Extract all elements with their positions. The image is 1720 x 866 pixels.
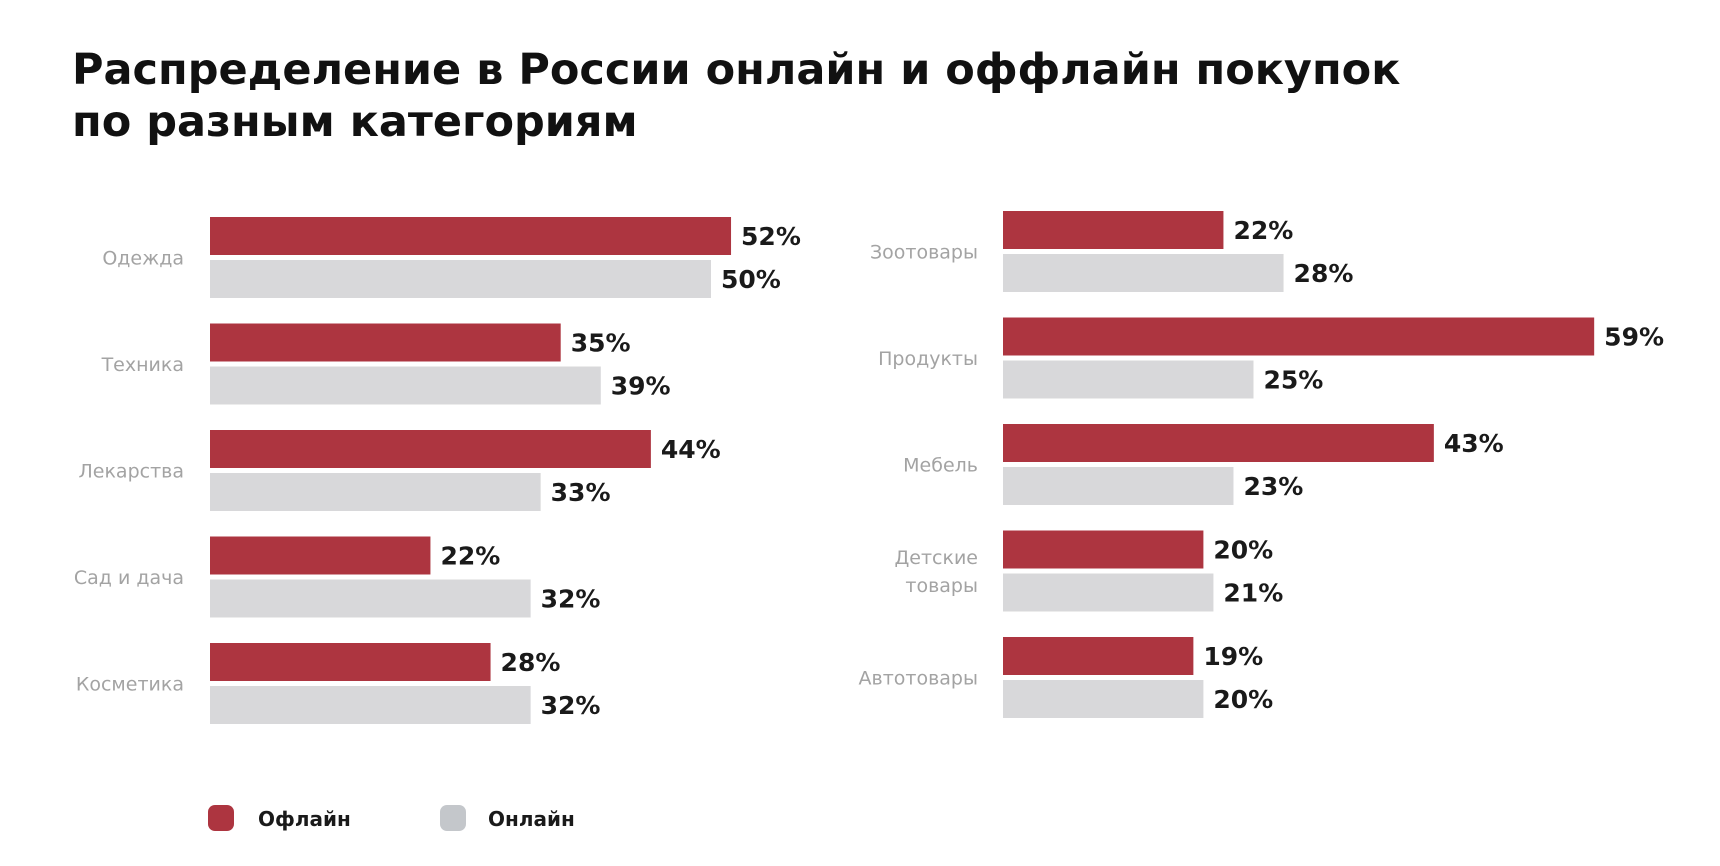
online-bar xyxy=(210,473,541,511)
category-label: Продукты xyxy=(878,348,978,370)
chart-title: Распределение в России онлайн и оффлайн … xyxy=(72,44,1572,148)
offline-bar xyxy=(1003,637,1194,675)
legend-swatch-online xyxy=(440,805,466,831)
offline-value-label: 35% xyxy=(571,329,631,358)
category-label: Зоотовары xyxy=(870,242,978,264)
online-bar xyxy=(210,579,531,618)
offline-bar xyxy=(1003,424,1434,462)
offline-value-label: 22% xyxy=(1233,216,1293,245)
legend-label-offline: Офлайн xyxy=(258,807,351,831)
category-label: Сад и дача xyxy=(74,567,184,589)
category-label: товары xyxy=(905,575,978,597)
online-value-label: 32% xyxy=(541,691,601,720)
legend-swatch-offline xyxy=(208,805,234,831)
offline-value-label: 28% xyxy=(501,648,561,677)
offline-value-label: 43% xyxy=(1444,429,1504,458)
offline-value-label: 59% xyxy=(1604,323,1664,352)
chart-title-line-2: по разным категориям xyxy=(72,97,638,147)
online-value-label: 39% xyxy=(611,372,671,401)
category-label: Детские xyxy=(894,547,978,569)
online-value-label: 28% xyxy=(1294,259,1354,288)
online-bar xyxy=(210,686,531,724)
online-bar xyxy=(1003,360,1254,399)
online-value-label: 20% xyxy=(1213,685,1273,714)
online-value-label: 32% xyxy=(541,585,601,614)
offline-bar xyxy=(210,643,491,681)
online-bar xyxy=(1003,680,1204,718)
offline-value-label: 20% xyxy=(1213,536,1273,565)
offline-value-label: 52% xyxy=(741,222,801,251)
online-bar xyxy=(1003,254,1284,292)
offline-value-label: 19% xyxy=(1203,642,1263,671)
offline-bar xyxy=(1003,317,1595,356)
online-value-label: 25% xyxy=(1264,366,1324,395)
online-bar xyxy=(1003,467,1234,505)
category-label: Одежда xyxy=(102,248,184,270)
category-label: Косметика xyxy=(76,674,184,696)
offline-bar xyxy=(1003,211,1224,249)
online-value-label: 23% xyxy=(1243,472,1303,501)
offline-bar xyxy=(210,430,651,468)
category-label: Мебель xyxy=(903,455,978,477)
online-bar xyxy=(1003,573,1214,612)
offline-bar xyxy=(210,217,732,255)
offline-bar xyxy=(1003,530,1204,569)
online-bar xyxy=(210,366,601,405)
offline-value-label: 44% xyxy=(661,435,721,464)
category-label: Автотовары xyxy=(859,668,978,690)
category-label: Лекарства xyxy=(78,461,184,483)
online-value-label: 21% xyxy=(1223,579,1283,608)
online-value-label: 33% xyxy=(551,478,611,507)
category-label: Техника xyxy=(101,354,184,376)
online-bar xyxy=(210,260,711,298)
offline-bar xyxy=(210,323,561,362)
offline-value-label: 22% xyxy=(440,542,500,571)
chart-title-line-1: Распределение в России онлайн и оффлайн … xyxy=(72,45,1401,95)
offline-bar xyxy=(210,536,431,575)
legend-label-online: Онлайн xyxy=(488,807,575,831)
online-value-label: 50% xyxy=(721,265,781,294)
